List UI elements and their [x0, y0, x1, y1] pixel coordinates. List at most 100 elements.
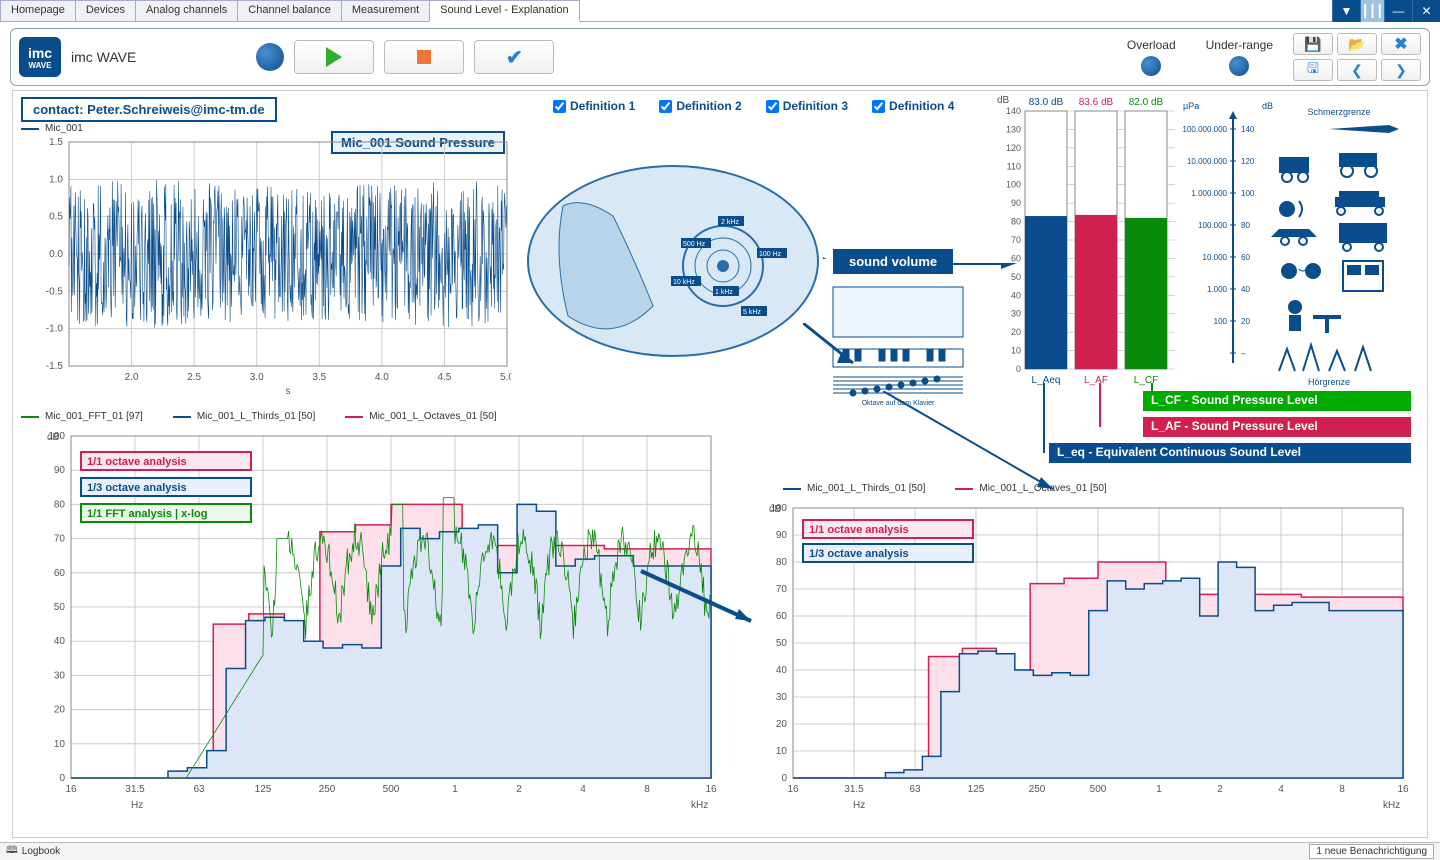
tab-sound-level-explanation[interactable]: Sound Level - Explanation — [429, 0, 579, 22]
spectrum-chart-left: Mic_001_FFT_01 [97]Mic_001_L_Thirds_01 [… — [21, 411, 721, 821]
svg-text:2: 2 — [516, 784, 522, 795]
svg-text:L_AF: L_AF — [1084, 375, 1108, 386]
overload-dot-icon — [1141, 56, 1161, 76]
svg-text:60: 60 — [54, 568, 66, 579]
arrow-to-piano-icon — [803, 323, 883, 493]
svg-text:60: 60 — [1011, 253, 1021, 263]
play-button[interactable] — [294, 40, 374, 74]
svg-text:20: 20 — [776, 719, 788, 730]
open-button[interactable]: 📂 — [1337, 33, 1377, 55]
sound-volume-box: sound volume — [833, 249, 953, 274]
play-icon — [326, 47, 342, 67]
dropdown-button[interactable]: ▼ — [1332, 0, 1360, 22]
svg-text:1/1 octave analysis: 1/1 octave analysis — [809, 524, 909, 536]
close-button[interactable]: ✕ — [1412, 0, 1440, 22]
notification-badge[interactable]: 1 neue Benachrichtigung — [1309, 844, 1434, 859]
next-button[interactable]: ❯ — [1381, 59, 1421, 81]
svg-text:120: 120 — [1006, 143, 1021, 153]
svg-text:2.5: 2.5 — [187, 372, 201, 383]
arrow-link-icon — [631, 561, 771, 641]
svg-text:100: 100 — [1241, 189, 1255, 198]
svg-text:8: 8 — [644, 784, 650, 795]
svg-text:8: 8 — [1339, 784, 1345, 795]
svg-text:500: 500 — [1090, 784, 1107, 795]
confirm-button[interactable]: ✔ — [474, 40, 554, 74]
tab-devices[interactable]: Devices — [75, 0, 136, 21]
svg-text:100.000.000: 100.000.000 — [1183, 125, 1228, 134]
svg-text:1/3 octave analysis: 1/3 octave analysis — [87, 482, 187, 494]
svg-text:16: 16 — [65, 784, 77, 795]
underrange-dot-icon — [1229, 56, 1249, 76]
legend-laf: L_AF - Sound Pressure Level — [1143, 417, 1411, 437]
def-check-3[interactable] — [766, 100, 779, 113]
save-button[interactable]: 💾 — [1293, 33, 1333, 55]
svg-text:40: 40 — [776, 665, 788, 676]
svg-text:10.000.000: 10.000.000 — [1187, 157, 1228, 166]
toolbar: imcWAVE imc WAVE ✔ Overload Under-range … — [10, 28, 1430, 86]
svg-text:0: 0 — [1016, 364, 1021, 374]
svg-text:1.000: 1.000 — [1207, 285, 1228, 294]
logbook-link[interactable]: 🕮Logbook — [6, 843, 60, 860]
def-check-4[interactable] — [872, 100, 885, 113]
right-button-grid: 💾 📂 ✖ 🖫 ❮ ❯ — [1293, 33, 1421, 81]
svg-text:16: 16 — [705, 784, 717, 795]
definition-2[interactable]: Definition 2 — [659, 99, 741, 113]
arrow-icon — [783, 255, 833, 259]
svg-text:82.0 dB: 82.0 dB — [1129, 97, 1164, 108]
tab-homepage[interactable]: Homepage — [0, 0, 76, 21]
svg-text:140: 140 — [1241, 125, 1255, 134]
legend-lcf: L_CF - Sound Pressure Level — [1143, 391, 1411, 411]
definition-3[interactable]: Definition 3 — [766, 99, 848, 113]
svg-text:100.000: 100.000 — [1198, 221, 1227, 230]
contact-box: contact: Peter.Schreiweis@imc-tm.de — [21, 97, 277, 122]
svg-text:50: 50 — [54, 602, 66, 613]
app-brand: imc WAVE — [71, 49, 136, 65]
svg-text:100: 100 — [1214, 317, 1228, 326]
svg-text:16: 16 — [787, 784, 799, 795]
svg-text:125: 125 — [255, 784, 272, 795]
svg-text:kHz: kHz — [1383, 800, 1400, 811]
window-buttons: ▼ ┃┃┃ — ✕ — [1332, 0, 1440, 21]
minimize-button[interactable]: — — [1384, 0, 1412, 22]
definitions-row: Definition 1 Definition 2 Definition 3 D… — [553, 99, 954, 113]
svg-text:3.0: 3.0 — [250, 372, 264, 383]
svg-text:1/1 octave analysis: 1/1 octave analysis — [87, 456, 187, 468]
tab-measurement[interactable]: Measurement — [341, 0, 430, 21]
svg-text:kHz: kHz — [691, 800, 708, 811]
def-check-2[interactable] — [659, 100, 672, 113]
prev-button[interactable]: ❮ — [1337, 59, 1377, 81]
stop-button[interactable] — [384, 40, 464, 74]
waveform-legend: Mic_001 — [45, 123, 83, 134]
cancel-button[interactable]: ✖ — [1381, 33, 1421, 55]
sound-source-icons: Schmerzgrenze Hörgrenze — [1259, 101, 1409, 391]
save-as-button[interactable]: 🖫 — [1293, 59, 1333, 81]
svg-text:4.5: 4.5 — [437, 372, 451, 383]
svg-text:4: 4 — [580, 784, 586, 795]
svg-text:4: 4 — [1278, 784, 1284, 795]
svg-text:10: 10 — [776, 746, 788, 757]
svg-text:50: 50 — [776, 638, 788, 649]
tab-strip: HomepageDevicesAnalog channelsChannel ba… — [0, 0, 1332, 21]
arrow-to-bars-icon — [941, 263, 1021, 363]
overload-status: Overload — [1127, 38, 1176, 76]
tab-analog-channels[interactable]: Analog channels — [135, 0, 238, 21]
def-check-1[interactable] — [553, 100, 566, 113]
underrange-status: Under-range — [1206, 38, 1273, 76]
svg-text:-1.5: -1.5 — [46, 361, 64, 372]
svg-text:125: 125 — [968, 784, 985, 795]
spectrum-chart-right: Mic_001_L_Thirds_01 [50]Mic_001_L_Octave… — [743, 483, 1413, 821]
svg-text:10.000: 10.000 — [1203, 253, 1228, 262]
svg-text:1/1 FFT analysis | x-log: 1/1 FFT analysis | x-log — [87, 508, 207, 520]
svg-text:1/3 octave analysis: 1/3 octave analysis — [809, 548, 909, 560]
svg-text:130: 130 — [1006, 124, 1021, 134]
status-dot-main — [256, 43, 284, 71]
titlebar: HomepageDevicesAnalog channelsChannel ba… — [0, 0, 1440, 22]
svg-text:80: 80 — [54, 499, 66, 510]
svg-text:30: 30 — [54, 670, 66, 681]
svg-text:90: 90 — [776, 530, 788, 541]
definition-4[interactable]: Definition 4 — [872, 99, 954, 113]
svg-text:3.5: 3.5 — [312, 372, 326, 383]
check-icon: ✔ — [506, 45, 523, 70]
definition-1[interactable]: Definition 1 — [553, 99, 635, 113]
tab-channel-balance[interactable]: Channel balance — [237, 0, 342, 21]
